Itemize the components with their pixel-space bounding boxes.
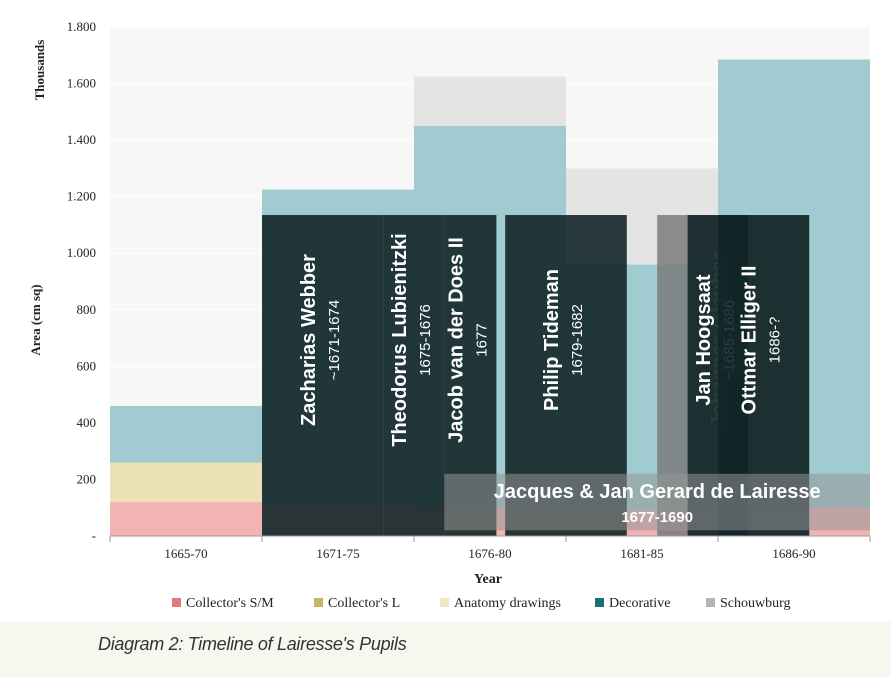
y-tick-labels: - 200 400 600 800 1.000 1.200 1.400 1.600 1.800 bbox=[67, 19, 96, 543]
x-tick-label: 1671-75 bbox=[316, 546, 359, 561]
pupil-years: 1675-1676 bbox=[417, 304, 434, 376]
legend-swatch bbox=[440, 598, 449, 607]
legend-swatch bbox=[706, 598, 715, 607]
legend-swatch bbox=[595, 598, 604, 607]
pupil-years: 1677 bbox=[473, 323, 490, 356]
timeline-chart: Zacharias Webber ~1671-1674 Theodorus Lubi… bbox=[28, 19, 871, 611]
figure-caption: Diagram 2: Timeline of Lairesse's Pupils bbox=[98, 634, 407, 654]
legend-label: Collector's L bbox=[328, 596, 400, 611]
x-tick-label: 1676-80 bbox=[468, 546, 511, 561]
legend-label: Anatomy drawings bbox=[454, 596, 561, 611]
pupil-name: Ottmar Elliger II bbox=[739, 266, 761, 415]
x-tick-label: 1686-90 bbox=[772, 546, 815, 561]
pupil-box bbox=[262, 215, 384, 536]
pupil-name: Zacharias Webber bbox=[298, 254, 320, 426]
y-tick-label: 1.200 bbox=[67, 189, 96, 204]
y-tick-label: 800 bbox=[77, 302, 97, 317]
banner-name: Jacques & Jan Gerard de Lairesse bbox=[494, 481, 821, 503]
pupil-name: Jan Hoogsaat bbox=[693, 274, 715, 405]
y-tick-label: 1.000 bbox=[67, 245, 96, 260]
pupil-box bbox=[383, 215, 445, 536]
pupil-overlay-0: Zacharias Webber ~1671-1674 bbox=[262, 215, 384, 536]
y-tick-label: 1.600 bbox=[67, 76, 96, 91]
y-tick-label: 400 bbox=[77, 415, 97, 430]
pupil-name: Philip Tideman bbox=[541, 269, 563, 411]
y-tick-label: 600 bbox=[77, 358, 97, 373]
area-band-1-0 bbox=[110, 462, 262, 503]
pupil-years: ~1671-1674 bbox=[326, 300, 343, 381]
area-band-3-0 bbox=[110, 405, 262, 463]
legend-item-1: Collector's L bbox=[314, 596, 400, 611]
lairesse-banner bbox=[444, 473, 870, 531]
legend-item-3: Decorative bbox=[595, 596, 670, 611]
legend-item-2: Anatomy drawings bbox=[440, 596, 561, 611]
y-tick-label: 200 bbox=[77, 471, 97, 486]
x-tick-labels: 1665-70 1671-75 1676-80 1681-85 1686-90 bbox=[109, 536, 871, 561]
y-tick-label: 1.800 bbox=[67, 19, 96, 34]
legend-label: Decorative bbox=[609, 596, 670, 611]
legend-item-4: Schouwburg bbox=[706, 596, 791, 611]
y-tick-label: 1.400 bbox=[67, 132, 96, 147]
pupil-name: Theodorus Lubienitzki bbox=[389, 233, 411, 446]
area-band-4-2 bbox=[414, 76, 566, 126]
legend-swatch bbox=[314, 598, 323, 607]
legend-label: Schouwburg bbox=[720, 596, 791, 611]
area-band-0-0 bbox=[110, 502, 262, 536]
pupil-name: Jacob van der Does II bbox=[445, 237, 467, 443]
x-axis-title: Year bbox=[474, 572, 502, 587]
caption-band bbox=[0, 622, 891, 677]
y-axis-title: Area (cm sq) bbox=[28, 284, 43, 355]
y-unit-label: Thousands bbox=[32, 40, 47, 101]
legend-item-0: Collector's S/M bbox=[172, 596, 274, 611]
legend: Collector's S/M Collector's L Anatomy draw… bbox=[172, 596, 791, 611]
pupil-years: 1679-1682 bbox=[569, 304, 586, 376]
y-tick-label: - bbox=[92, 528, 96, 543]
pupil-overlay-1: Theodorus Lubienitzki 1675-1676 bbox=[383, 215, 445, 536]
legend-label: Collector's S/M bbox=[186, 596, 274, 611]
legend-swatch bbox=[172, 598, 181, 607]
x-tick-label: 1681-85 bbox=[620, 546, 663, 561]
banner-years: 1677-1690 bbox=[621, 509, 693, 526]
x-tick-label: 1665-70 bbox=[164, 546, 207, 561]
pupil-overlays: Zacharias Webber ~1671-1674 Theodorus Lubi… bbox=[262, 215, 870, 536]
pupil-years: 1686-? bbox=[767, 317, 784, 364]
